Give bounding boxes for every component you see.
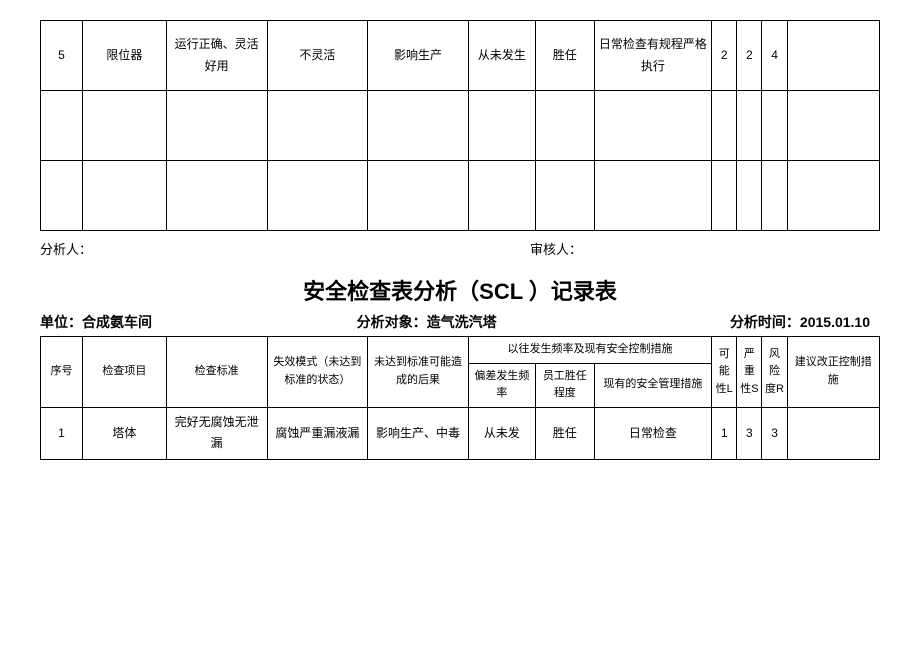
- cell-suggest: [787, 407, 879, 459]
- th-l: 可能性L: [712, 337, 737, 408]
- cell-measure: 日常检查有规程严格执行: [594, 21, 711, 91]
- info-row: 单位：合成氨车间 分析对象：造气洗汽塔 分析时间：2015.01.10: [40, 312, 880, 332]
- cell-consequence: 影响生产: [368, 21, 469, 91]
- cell-failure: 不灵活: [267, 21, 368, 91]
- time-label: 分析时间：2015.01.10: [613, 312, 880, 332]
- table-row: 5 限位器 运行正确、灵活好用 不灵活 影响生产 从未发生 胜任 日常检查有规程…: [41, 21, 880, 91]
- cell-seq: 5: [41, 21, 83, 91]
- cell-standard: 运行正确、灵活好用: [166, 21, 267, 91]
- th-seq: 序号: [41, 337, 83, 408]
- th-standard: 检查标准: [166, 337, 267, 408]
- th-consequence: 未达到标准可能造成的后果: [368, 337, 469, 408]
- cell-s: 3: [737, 407, 762, 459]
- cell-r: 3: [762, 407, 787, 459]
- object-label: 分析对象：造气洗汽塔: [297, 312, 614, 332]
- cell-r: 4: [762, 21, 787, 91]
- cell-l: 2: [712, 21, 737, 91]
- cell-failure: 腐蚀严重漏液漏: [267, 407, 368, 459]
- table-row: 1 塔体 完好无腐蚀无泄漏 腐蚀严重漏液漏 影响生产、中毒 从未发 胜任 日常检…: [41, 407, 880, 459]
- th-suggest: 建议改正控制措施: [787, 337, 879, 408]
- th-competence: 员工胜任程度: [535, 363, 594, 407]
- cell-freq: 从未发: [468, 407, 535, 459]
- th-item: 检查项目: [82, 337, 166, 408]
- cell-measure: 日常检查: [594, 407, 711, 459]
- unit-label: 单位：合成氨车间: [40, 312, 297, 332]
- reviewer-label: 审核人：: [390, 239, 880, 258]
- cell-competence: 胜任: [535, 407, 594, 459]
- analyst-label: 分析人：: [40, 239, 390, 258]
- cell-s: 2: [737, 21, 762, 91]
- th-measure: 现有的安全管理措施: [594, 363, 711, 407]
- th-group: 以往发生频率及现有安全控制措施: [468, 337, 711, 364]
- th-freq: 偏差发生频率: [468, 363, 535, 407]
- cell-suggest: [787, 21, 879, 91]
- cell-l: 1: [712, 407, 737, 459]
- cell-seq: 1: [41, 407, 83, 459]
- th-r: 风险度R: [762, 337, 787, 408]
- main-table: 序号 检查项目 检查标准 失效模式（未达到标准的状态） 未达到标准可能造成的后果…: [40, 336, 880, 460]
- page-title: 安全检查表分析（SCL ）记录表: [40, 274, 880, 306]
- cell-consequence: 影响生产、中毒: [368, 407, 469, 459]
- table-row-empty: [41, 91, 880, 161]
- signature-row: 分析人： 审核人：: [40, 239, 880, 258]
- cell-item: 塔体: [82, 407, 166, 459]
- top-fragment-table: 5 限位器 运行正确、灵活好用 不灵活 影响生产 从未发生 胜任 日常检查有规程…: [40, 20, 880, 231]
- cell-standard: 完好无腐蚀无泄漏: [166, 407, 267, 459]
- cell-competence: 胜任: [535, 21, 594, 91]
- header-row-1: 序号 检查项目 检查标准 失效模式（未达到标准的状态） 未达到标准可能造成的后果…: [41, 337, 880, 364]
- cell-freq: 从未发生: [468, 21, 535, 91]
- table-row-empty: [41, 161, 880, 231]
- th-s: 严重性S: [737, 337, 762, 408]
- cell-item: 限位器: [82, 21, 166, 91]
- th-failure: 失效模式（未达到标准的状态）: [267, 337, 368, 408]
